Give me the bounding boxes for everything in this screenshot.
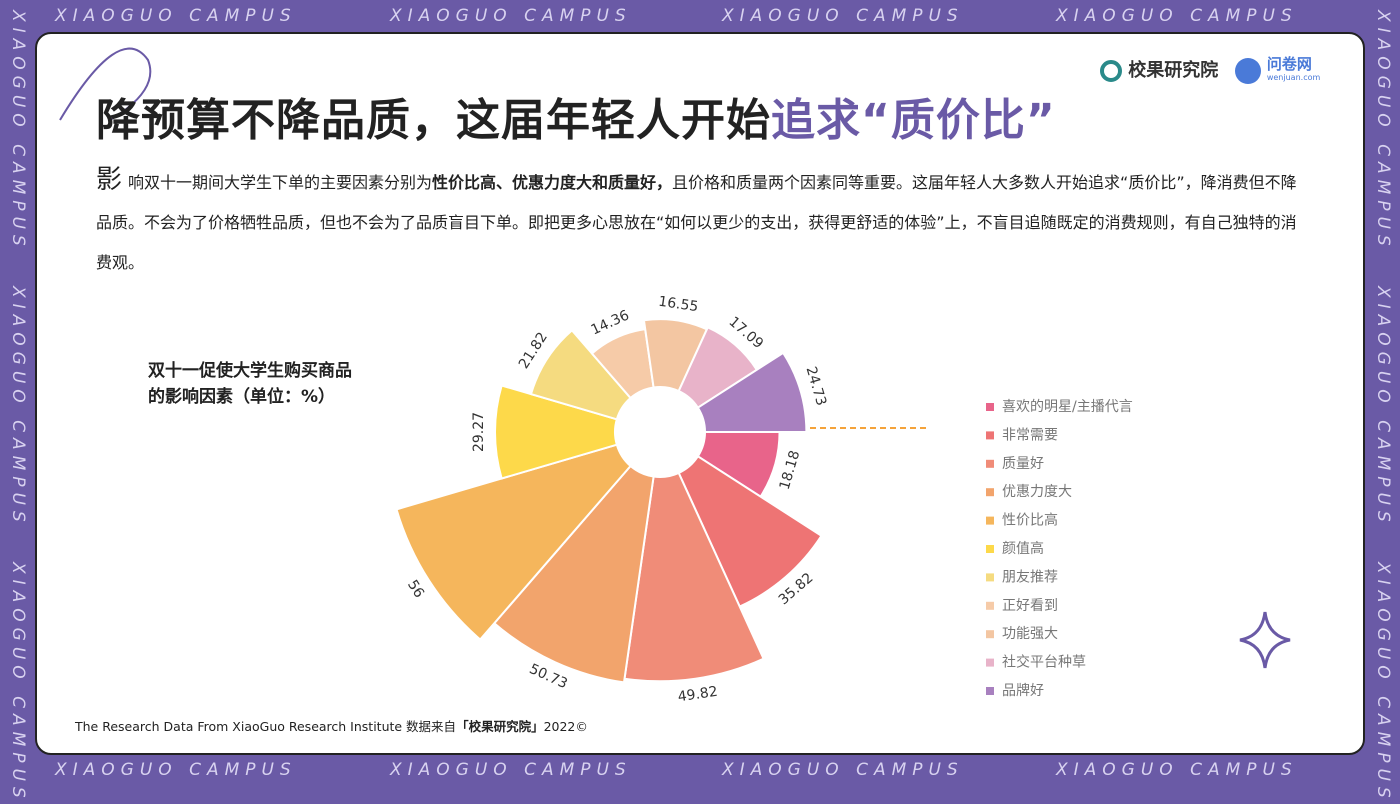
frame-text: XIAOGUO CAMPUS (722, 6, 964, 26)
legend-label: 优惠力度大 (1002, 484, 1072, 500)
hole (615, 387, 705, 477)
title-highlight: 追求“质价比” (771, 95, 1056, 146)
legend-label: 品牌好 (1002, 682, 1044, 699)
intro-text: 响双十一期间大学生下单的主要因素分别为 (128, 173, 433, 192)
drop-cap: 影 (96, 165, 123, 195)
chart-title: 双十一促使大学生购买商品的影响因素（单位：%） (148, 361, 352, 407)
legend-swatch (986, 601, 994, 610)
value-label: 49.82 (677, 684, 719, 706)
value-label: 24.73 (802, 365, 829, 408)
footer: The Research Data From XiaoGuo Research … (75, 716, 588, 735)
logos: 校果研究院 问卷网 wenjuan.com (1100, 56, 1320, 84)
footer-bold: 「校果研究院」 (456, 719, 544, 734)
legend-label: 朋友推荐 (1002, 569, 1058, 585)
title-main: 降预算不降品质，这届年轻人开始 (96, 95, 771, 146)
legend-swatch (986, 516, 994, 525)
legend-swatch (986, 545, 994, 553)
value-label: 18.18 (777, 449, 804, 492)
legend-swatch (986, 431, 994, 440)
value-label: 29.27 (471, 412, 487, 452)
frame-text: XIAOGUO CAMPUS (55, 760, 297, 780)
logo-icon (1234, 58, 1261, 84)
frame-text: XIAOGUO CAMPUS (722, 760, 964, 780)
partner: 问卷网 (1266, 55, 1312, 73)
legend-label: 社交平台种草 (1002, 654, 1086, 671)
legend-swatch (986, 403, 994, 411)
footer-text: The Research Data From XiaoGuo Research … (75, 719, 457, 734)
value-label: 16.55 (657, 294, 699, 316)
legend-label: 功能强大 (1002, 626, 1058, 642)
legend-label: 正好看到 (1002, 598, 1058, 614)
legend-swatch (986, 658, 994, 667)
brand: 校果研究院 (1128, 60, 1219, 81)
legend-label: 质量好 (1002, 456, 1044, 472)
intro: 影响双十一期间大学生下单的主要因素分别为性价比高、优惠力度大和质量好，且价格和质… (96, 160, 1311, 283)
legend-swatch (986, 573, 994, 582)
legend-label: 性价比高 (1002, 512, 1058, 529)
legend-swatch (986, 630, 994, 639)
legend-label: 喜欢的明星/主播代言 (1002, 399, 1133, 415)
frame-text: XIAOGUO CAMPUS (1056, 760, 1298, 780)
intro-bold: 性价比高、优惠力度大和质量好， (432, 173, 673, 192)
title: 降预算不降品质，这届年轻人开始追求“质价比” (96, 84, 1056, 148)
value-label: 56 (404, 577, 427, 601)
decor-arc (59, 47, 152, 121)
legend-swatch (986, 687, 994, 695)
legend-swatch (986, 459, 994, 468)
decor-star (1239, 611, 1291, 669)
frame-text: XIAOGUO CAMPUS (390, 760, 632, 780)
legend-swatch (986, 488, 994, 497)
frame-text: XIAOGUO CAMPUS (390, 6, 632, 26)
partner-url: wenjuan.com (1266, 73, 1321, 82)
legend-label: 非常需要 (1002, 427, 1058, 443)
frame-text: XIAOGUO CAMPUS (1056, 6, 1298, 26)
logo-icon (1100, 60, 1122, 82)
intro-text: 且价格和质量两个因素同等重要。这届年轻人大多数人开始追求“质价比”，降消费但不降… (96, 173, 1297, 272)
footer-text: 2022© (543, 719, 588, 734)
frame-text: XIAOGUO CAMPUS (55, 6, 297, 26)
legend-label: 颜值高 (1002, 540, 1044, 557)
